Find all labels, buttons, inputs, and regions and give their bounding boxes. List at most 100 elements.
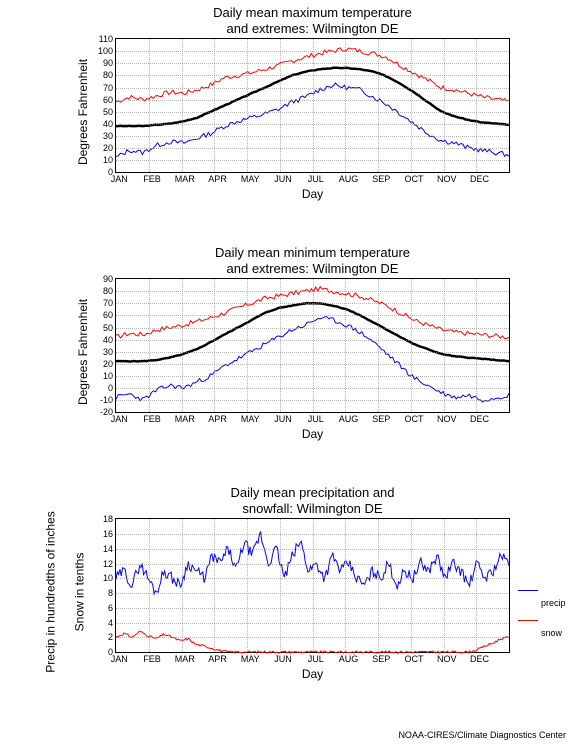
y-tick: 30 xyxy=(103,131,113,141)
y-tick: 16 xyxy=(103,529,113,539)
grid-line-v xyxy=(182,279,183,412)
x-tick: DEC xyxy=(470,654,489,664)
x-tick: APR xyxy=(208,174,227,184)
chart-precip: Daily mean precipitation and snowfall: W… xyxy=(115,485,510,681)
grid-line-v xyxy=(345,519,346,652)
y-tick: 60 xyxy=(103,95,113,105)
chart1-title-line2: and extremes: Wilmington DE xyxy=(227,21,399,36)
chart1-plot: 0102030405060708090100110JANFEBMARAPRMAY… xyxy=(115,38,510,173)
chart3-ylabel-line1: Precip in hundredths of inches xyxy=(44,511,58,672)
y-tick: 4 xyxy=(108,618,113,628)
y-tick: 12 xyxy=(103,559,113,569)
grid-line-v xyxy=(149,39,150,172)
chart2-title: Daily mean minimum temperature and extre… xyxy=(115,245,510,276)
y-tick: 80 xyxy=(103,286,113,296)
chart2-title-line1: Daily mean minimum temperature xyxy=(215,245,410,260)
y-tick: 10 xyxy=(103,371,113,381)
y-tick: 10 xyxy=(103,573,113,583)
grid-line-v xyxy=(476,39,477,172)
x-tick: MAY xyxy=(241,174,260,184)
y-tick: 14 xyxy=(103,544,113,554)
grid-line-v xyxy=(313,279,314,412)
y-tick: -10 xyxy=(100,395,113,405)
x-tick: OCT xyxy=(405,414,424,424)
grid-line-v xyxy=(444,39,445,172)
grid-line-v xyxy=(378,519,379,652)
x-tick: JAN xyxy=(111,174,128,184)
grid-line-v xyxy=(378,279,379,412)
y-tick: 100 xyxy=(98,46,113,56)
chart-min-temp: Daily mean minimum temperature and extre… xyxy=(115,245,510,441)
grid-line-v xyxy=(313,519,314,652)
x-tick: FEB xyxy=(143,414,161,424)
y-tick: 40 xyxy=(103,335,113,345)
grid-line-v xyxy=(345,279,346,412)
grid-line-v xyxy=(280,519,281,652)
x-tick: NOV xyxy=(437,414,457,424)
x-tick: DEC xyxy=(470,414,489,424)
y-tick: 0 xyxy=(108,383,113,393)
y-tick: 80 xyxy=(103,70,113,80)
grid-line-v xyxy=(411,279,412,412)
chart-max-temp: Daily mean maximum temperature and extre… xyxy=(115,5,510,201)
y-tick: 90 xyxy=(103,274,113,284)
chart1-ylabel: Degrees Fahrenheit xyxy=(76,59,90,165)
x-tick: SEP xyxy=(372,174,390,184)
x-tick: APR xyxy=(208,414,227,424)
x-tick: MAY xyxy=(241,654,260,664)
x-tick: SEP xyxy=(372,654,390,664)
x-tick: NOV xyxy=(437,654,457,664)
grid-line-v xyxy=(149,279,150,412)
x-tick: JAN xyxy=(111,654,128,664)
legend-snow-line xyxy=(518,620,538,621)
y-tick: 8 xyxy=(108,588,113,598)
y-tick: 30 xyxy=(103,347,113,357)
chart1-xlabel: Day xyxy=(115,187,510,201)
x-tick: JUN xyxy=(274,414,292,424)
x-tick: MAR xyxy=(175,414,195,424)
y-tick: 2 xyxy=(108,632,113,642)
y-tick: 40 xyxy=(103,119,113,129)
x-tick: JUL xyxy=(308,174,324,184)
y-tick: 18 xyxy=(103,514,113,524)
chart3-ylabel-line2: Snow in tenths xyxy=(72,553,86,632)
x-tick: JUL xyxy=(308,414,324,424)
x-tick: MAR xyxy=(175,174,195,184)
y-tick: 6 xyxy=(108,603,113,613)
grid-line-v xyxy=(444,519,445,652)
chart3-xlabel: Day xyxy=(115,667,510,681)
chart1-title: Daily mean maximum temperature and extre… xyxy=(115,5,510,36)
x-tick: JAN xyxy=(111,414,128,424)
legend-precip-line xyxy=(518,590,538,591)
chart2-plot: -20-100102030405060708090JANFEBMARAPRMAY… xyxy=(115,278,510,413)
x-tick: FEB xyxy=(143,654,161,664)
grid-line-v xyxy=(214,519,215,652)
grid-line-v xyxy=(476,519,477,652)
y-tick: 70 xyxy=(103,83,113,93)
grid-line-v xyxy=(476,279,477,412)
x-tick: AUG xyxy=(339,174,359,184)
y-tick: 10 xyxy=(103,155,113,165)
grid-line-v xyxy=(247,519,248,652)
x-tick: MAY xyxy=(241,414,260,424)
y-tick: 50 xyxy=(103,107,113,117)
y-tick: 90 xyxy=(103,58,113,68)
chart2-title-line2: and extremes: Wilmington DE xyxy=(227,261,399,276)
grid-line-v xyxy=(444,279,445,412)
x-tick: OCT xyxy=(405,654,424,664)
chart3-title: Daily mean precipitation and snowfall: W… xyxy=(115,485,510,516)
grid-line-v xyxy=(345,39,346,172)
grid-line-v xyxy=(378,39,379,172)
chart3-title-line1: Daily mean precipitation and xyxy=(230,485,394,500)
chart3-plot: 024681012141618JANFEBMARAPRMAYJUNJULAUGS… xyxy=(115,518,510,653)
grid-line-v xyxy=(280,279,281,412)
x-tick: FEB xyxy=(143,174,161,184)
y-tick: 110 xyxy=(99,34,113,44)
x-tick: AUG xyxy=(339,414,359,424)
grid-line-v xyxy=(182,519,183,652)
grid-line-v xyxy=(214,39,215,172)
x-tick: JUL xyxy=(308,654,324,664)
x-tick: DEC xyxy=(470,174,489,184)
x-tick: APR xyxy=(208,654,227,664)
grid-line-v xyxy=(247,279,248,412)
